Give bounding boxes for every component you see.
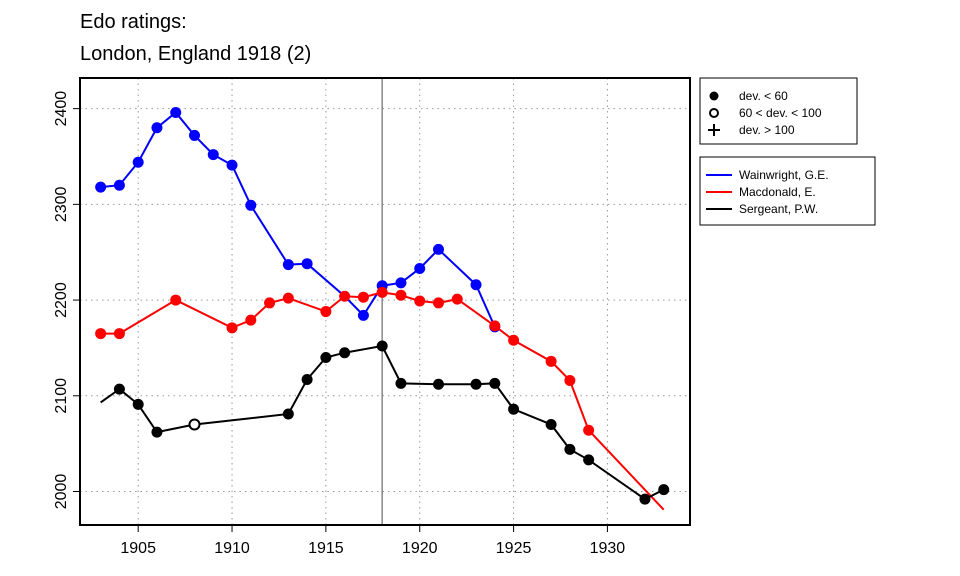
data-point: [489, 377, 501, 389]
data-point: [395, 377, 407, 389]
data-point: [95, 181, 107, 193]
plus-icon: [708, 124, 720, 136]
data-point: [564, 374, 576, 386]
data-point: [301, 258, 313, 270]
data-point: [414, 262, 426, 274]
data-point: [264, 297, 276, 309]
data-point: [113, 179, 125, 191]
data-point: [151, 426, 163, 438]
data-point: [95, 328, 107, 340]
chart-title-line-2: London, England 1918 (2): [80, 43, 311, 65]
data-point: [470, 378, 482, 390]
data-point: [470, 279, 482, 291]
y-tick-label: 2000: [53, 474, 70, 510]
x-tick-label: 1920: [402, 540, 438, 557]
data-point: [188, 129, 200, 141]
series-line: [100, 111, 496, 328]
data-point: [583, 454, 595, 466]
series-macdonald-e-: [95, 286, 665, 511]
data-point: [282, 408, 294, 420]
data-point: [282, 259, 294, 271]
marker-legend-label: 60 < dev. < 100: [739, 106, 822, 120]
data-point: [545, 355, 557, 367]
data-point: [170, 294, 182, 306]
data-point: [245, 199, 257, 211]
x-tick-label: 1905: [120, 540, 156, 557]
data-point: [320, 351, 332, 363]
marker-legend-label: dev. > 100: [739, 123, 795, 137]
data-point: [245, 314, 257, 326]
data-point: [357, 291, 369, 303]
data-point: [451, 293, 463, 305]
data-point: [357, 309, 369, 321]
open-circle-icon: [709, 108, 719, 118]
data-point: [301, 374, 313, 386]
data-point: [170, 106, 182, 118]
data-point: [432, 243, 444, 255]
data-point: [508, 403, 520, 415]
plot-frame: [79, 77, 691, 526]
data-point: [376, 286, 388, 298]
y-tick-label: 2400: [53, 91, 70, 127]
y-tick-label: 2200: [53, 282, 70, 318]
y-tick-label: 2100: [53, 378, 70, 414]
y-tick-label: 2300: [53, 186, 70, 222]
series-sergeant-p-w-: [100, 340, 670, 505]
x-tick-label: 1910: [214, 540, 250, 557]
filled-circle-icon: [709, 91, 719, 101]
data-point: [226, 159, 238, 171]
series-legend-label: Macdonald, E.: [739, 185, 816, 199]
marker-legend-label: dev. < 60: [739, 89, 788, 103]
data-point: [545, 418, 557, 430]
data-point: [639, 493, 651, 505]
data-point: [113, 383, 125, 395]
data-point: [395, 289, 407, 301]
data-point: [207, 149, 219, 161]
x-tick-label: 1915: [308, 540, 344, 557]
data-point: [508, 334, 520, 346]
data-point: [583, 424, 595, 436]
marker-legend-box: [699, 77, 858, 145]
x-tick-label: 1925: [496, 540, 532, 557]
data-point: [132, 156, 144, 168]
data-point: [132, 398, 144, 410]
series-wainwright-g-e-: [95, 106, 501, 333]
data-point: [432, 378, 444, 390]
x-tick-label: 1930: [590, 540, 626, 557]
data-point: [320, 306, 332, 318]
data-point: [432, 297, 444, 309]
data-point: [489, 320, 501, 332]
data-point: [658, 484, 670, 496]
data-point: [113, 328, 125, 340]
data-point: [395, 277, 407, 289]
chart-title-line-1: Edo ratings:: [80, 11, 187, 33]
data-point-open: [188, 418, 201, 431]
data-point: [339, 347, 351, 359]
data-point: [564, 443, 576, 455]
data-point: [282, 292, 294, 304]
data-point: [414, 295, 426, 307]
data-point: [226, 322, 238, 334]
series-legend-label: Sergeant, P.W.: [739, 202, 818, 216]
series-legend-label: Wainwright, G.E.: [739, 168, 829, 182]
data-point: [339, 290, 351, 302]
data-point: [151, 122, 163, 134]
data-point: [376, 340, 388, 352]
